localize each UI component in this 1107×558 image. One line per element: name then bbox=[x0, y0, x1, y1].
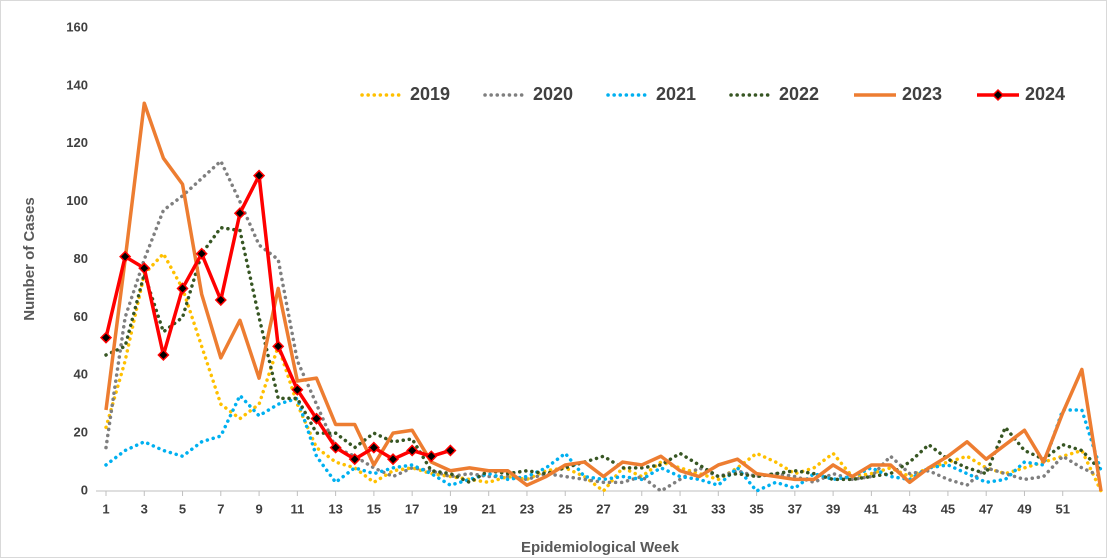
x-tick-label: 23 bbox=[520, 501, 534, 516]
y-tick-label: 40 bbox=[74, 367, 88, 382]
point-marker bbox=[310, 412, 323, 425]
y-axis-title: Number of Cases bbox=[21, 197, 38, 320]
point-marker bbox=[425, 450, 438, 463]
point-marker bbox=[291, 383, 304, 396]
point-marker bbox=[444, 444, 457, 457]
legend-label: 2020 bbox=[533, 84, 573, 104]
x-tick-label: 3 bbox=[141, 501, 148, 516]
x-tick-label: 29 bbox=[635, 501, 649, 516]
x-tick-label: 35 bbox=[749, 501, 763, 516]
x-tick-label: 27 bbox=[596, 501, 610, 516]
x-tick-label: 45 bbox=[941, 501, 955, 516]
point-marker bbox=[329, 441, 342, 454]
point-marker bbox=[99, 331, 113, 344]
x-tick-label: 37 bbox=[788, 501, 802, 516]
x-tick-label: 11 bbox=[290, 501, 304, 516]
point-marker bbox=[138, 262, 151, 275]
point-marker bbox=[386, 453, 400, 466]
y-tick-label: 140 bbox=[66, 77, 88, 92]
legend-label: 2023 bbox=[902, 84, 942, 104]
legend-label: 2022 bbox=[779, 84, 819, 104]
x-tick-label: 39 bbox=[826, 501, 840, 516]
point-marker bbox=[176, 282, 189, 295]
x-tick-label: 19 bbox=[443, 501, 457, 516]
x-tick-label: 21 bbox=[481, 501, 495, 516]
series-line bbox=[104, 225, 1103, 485]
series-line bbox=[104, 158, 1103, 494]
y-tick-label: 120 bbox=[66, 135, 88, 150]
point-marker bbox=[157, 348, 170, 362]
y-tick-label: 160 bbox=[66, 19, 88, 34]
x-tick-label: 1 bbox=[102, 501, 109, 516]
point-marker bbox=[406, 444, 419, 457]
y-tick-label: 0 bbox=[81, 482, 88, 497]
x-tick-label: 25 bbox=[558, 501, 572, 516]
x-tick-label: 13 bbox=[328, 501, 342, 516]
y-tick-label: 100 bbox=[66, 193, 88, 208]
x-tick-label: 5 bbox=[179, 501, 186, 516]
x-tick-label: 7 bbox=[217, 501, 224, 516]
legend-label: 2019 bbox=[410, 84, 450, 104]
y-tick-label: 20 bbox=[74, 425, 88, 440]
point-marker bbox=[367, 441, 380, 454]
legend-marker bbox=[991, 88, 1005, 102]
legend-label: 2021 bbox=[656, 84, 696, 104]
y-tick-label: 80 bbox=[74, 251, 88, 266]
point-marker bbox=[348, 453, 361, 466]
x-tick-label: 47 bbox=[979, 501, 993, 516]
x-tick-label: 49 bbox=[1017, 501, 1031, 516]
x-tick-label: 15 bbox=[367, 501, 381, 516]
legend-label: 2024 bbox=[1025, 84, 1065, 104]
x-tick-label: 17 bbox=[405, 501, 419, 516]
point-marker bbox=[195, 247, 208, 260]
x-tick-label: 33 bbox=[711, 501, 725, 516]
x-tick-label: 51 bbox=[1055, 501, 1069, 516]
x-tick-label: 43 bbox=[902, 501, 916, 516]
x-tick-label: 41 bbox=[864, 501, 878, 516]
y-tick-label: 60 bbox=[74, 309, 88, 324]
x-axis-title: Epidemiological Week bbox=[521, 539, 680, 556]
point-marker bbox=[253, 169, 266, 182]
point-marker bbox=[233, 207, 247, 220]
point-marker bbox=[272, 340, 285, 353]
point-marker bbox=[119, 250, 132, 263]
series-line bbox=[104, 101, 1103, 492]
point-marker bbox=[214, 293, 227, 307]
x-tick-label: 9 bbox=[255, 501, 262, 516]
x-tick-label: 31 bbox=[673, 501, 687, 516]
